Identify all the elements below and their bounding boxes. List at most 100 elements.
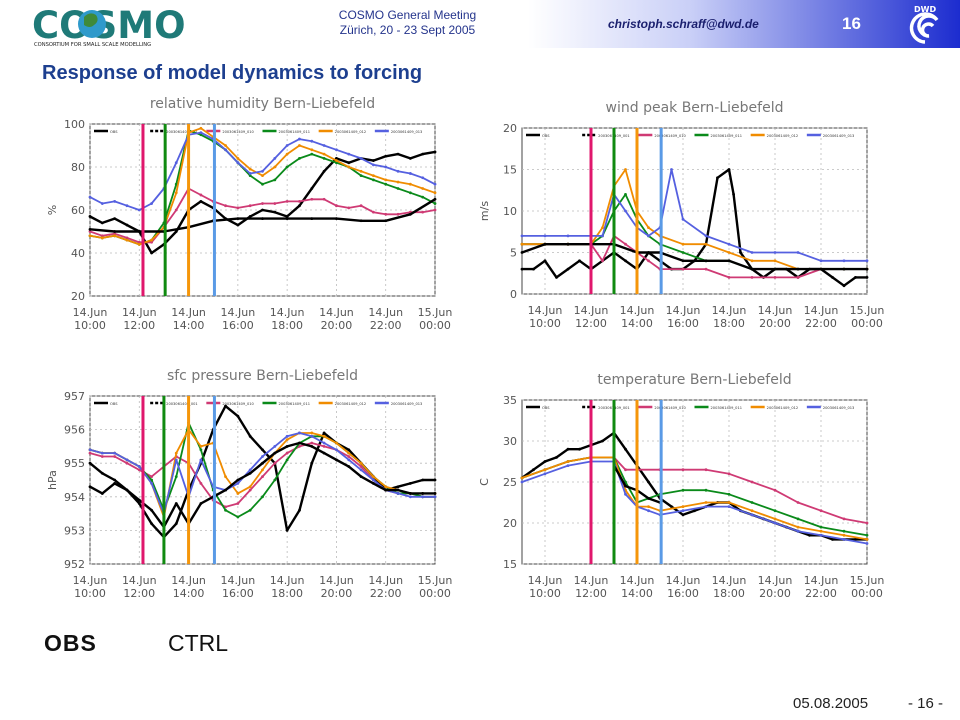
- data-point: [347, 451, 351, 455]
- data-point: [88, 451, 92, 455]
- x-tick-label-date: 14.Jun: [73, 574, 108, 587]
- data-point: [125, 238, 129, 242]
- data-point: [408, 495, 412, 499]
- data-point: [773, 259, 777, 263]
- data-point: [421, 478, 425, 482]
- data-point: [335, 148, 338, 152]
- data-point: [100, 492, 104, 495]
- data-point: [174, 458, 178, 462]
- data-point: [681, 509, 685, 513]
- data-point: [624, 259, 627, 263]
- data-point: [359, 465, 363, 468]
- data-point: [174, 208, 178, 212]
- data-point: [578, 447, 581, 451]
- data-point: [842, 517, 846, 521]
- data-point: [750, 480, 754, 484]
- x-tick-label-time: 10:00: [529, 587, 561, 600]
- y-tick-label: 15: [503, 558, 517, 571]
- data-point: [727, 259, 731, 263]
- data-point: [137, 465, 141, 468]
- chart-relative-humidity: relative humidity Bern-Liebefeld 20 40 60 80…: [46, 96, 452, 332]
- data-point: [750, 251, 754, 254]
- legend-entry: 2003061409_013: [823, 134, 855, 138]
- data-point: [224, 204, 227, 208]
- legend-entry: OBS: [110, 402, 118, 406]
- data-point: [408, 172, 412, 175]
- data-point: [335, 458, 338, 462]
- data-point: [396, 485, 400, 489]
- data-point: [150, 481, 154, 485]
- data-point: [285, 152, 289, 156]
- data-point: [601, 234, 604, 238]
- data-point: [727, 492, 731, 496]
- data-point: [681, 468, 685, 472]
- data-point: [150, 238, 154, 242]
- data-point: [819, 509, 823, 513]
- data-point: [88, 230, 92, 233]
- chart-sfc-pressure: sfc pressure Bern-Liebefeld 952 953 954 955 9…: [46, 368, 453, 600]
- data-point: [174, 522, 178, 526]
- x-tick-label-date: 14.Jun: [528, 304, 563, 317]
- data-point: [100, 234, 104, 238]
- data-point: [322, 157, 326, 160]
- data-point: [681, 488, 685, 492]
- data-point: [819, 533, 823, 537]
- data-point: [100, 236, 104, 240]
- data-point: [335, 204, 338, 208]
- data-point: [199, 126, 203, 130]
- data-point: [236, 515, 240, 519]
- x-tick-label-time: 22:00: [370, 587, 402, 600]
- data-point: [322, 441, 326, 445]
- legend-entry: 2003061409_001: [166, 130, 198, 134]
- x-tick-label-time: 12:00: [575, 587, 607, 600]
- data-point: [739, 251, 742, 254]
- data-point: [273, 445, 277, 448]
- data-point: [396, 212, 400, 216]
- data-point: [248, 174, 252, 177]
- data-point: [371, 163, 375, 167]
- data-point: [285, 215, 289, 218]
- data-point: [137, 240, 141, 244]
- dwd-swirl-icon: [909, 12, 939, 44]
- legend-entry: 2003061409_011: [711, 134, 743, 138]
- series-line-3: [521, 456, 868, 541]
- data-point: [681, 513, 685, 517]
- x-tick-label-date: 15.Jun: [418, 574, 453, 587]
- data-point: [199, 445, 203, 448]
- data-point: [285, 165, 289, 169]
- data-point: [273, 202, 277, 205]
- chart-title: temperature Bern-Liebefeld: [597, 372, 791, 388]
- y-tick-label: 20: [503, 517, 517, 530]
- legend-entry: 2003061409_011: [279, 402, 311, 406]
- data-point: [100, 451, 104, 455]
- x-tick-label-date: 14.Jun: [171, 574, 206, 587]
- x-tick-label-date: 14.Jun: [368, 306, 403, 319]
- data-point: [347, 448, 351, 452]
- x-tick-label-date: 14.Jun: [758, 304, 793, 317]
- data-point: [704, 505, 708, 508]
- data-point: [88, 195, 92, 199]
- data-point: [433, 202, 437, 205]
- data-point: [248, 204, 252, 208]
- data-point: [819, 267, 823, 271]
- data-point: [261, 448, 264, 452]
- meeting-place-date: Zürich, 20 - 23 Sept 2005: [339, 23, 476, 37]
- data-point: [335, 157, 338, 160]
- legend-entry: OBS: [542, 406, 550, 410]
- data-point: [842, 267, 846, 271]
- x-tick-label-time: 10:00: [74, 587, 106, 600]
- legend-entry: 2003061409_010: [654, 406, 686, 410]
- x-tick-label-date: 14.Jun: [319, 574, 354, 587]
- data-point: [199, 502, 203, 505]
- data-point: [100, 455, 104, 458]
- data-point: [831, 538, 834, 541]
- data-point: [796, 525, 800, 529]
- data-point: [113, 455, 117, 458]
- data-point: [322, 451, 326, 455]
- data-point: [421, 176, 425, 180]
- data-point: [865, 542, 869, 545]
- author-email[interactable]: christoph.schraff@dwd.de: [608, 17, 759, 31]
- data-point: [421, 492, 425, 495]
- data-point: [298, 137, 301, 141]
- data-point: [359, 174, 363, 177]
